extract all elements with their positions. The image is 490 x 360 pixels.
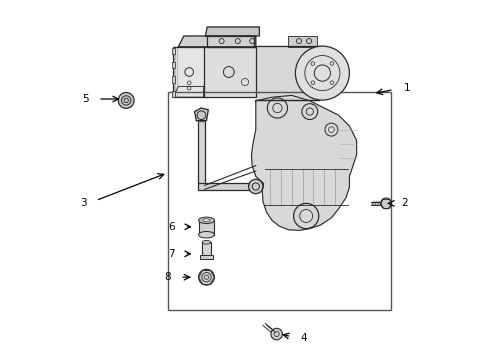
- Ellipse shape: [198, 217, 215, 224]
- Ellipse shape: [198, 231, 215, 238]
- Ellipse shape: [202, 240, 211, 244]
- Circle shape: [271, 328, 282, 340]
- Text: 7: 7: [168, 249, 175, 259]
- Circle shape: [198, 269, 215, 285]
- Text: 5: 5: [82, 94, 88, 104]
- Polygon shape: [173, 86, 204, 97]
- Circle shape: [118, 93, 134, 108]
- Bar: [204, 47, 256, 97]
- Circle shape: [295, 46, 349, 100]
- Text: 2: 2: [402, 198, 408, 208]
- Ellipse shape: [203, 219, 210, 222]
- Circle shape: [248, 179, 263, 194]
- Bar: [172, 48, 175, 54]
- Text: 6: 6: [168, 222, 175, 232]
- Text: 8: 8: [164, 272, 171, 282]
- Bar: [172, 76, 175, 83]
- Bar: [198, 121, 205, 184]
- Polygon shape: [205, 27, 259, 36]
- Bar: [198, 183, 256, 190]
- Circle shape: [381, 198, 392, 209]
- Bar: [288, 36, 317, 47]
- Bar: [207, 36, 254, 47]
- Polygon shape: [195, 108, 208, 121]
- Bar: [200, 255, 213, 259]
- Polygon shape: [251, 95, 357, 230]
- Text: 3: 3: [80, 198, 87, 208]
- Bar: [198, 220, 215, 235]
- Bar: [172, 91, 175, 97]
- Text: 4: 4: [301, 333, 307, 343]
- Text: 1: 1: [403, 83, 410, 93]
- Ellipse shape: [314, 48, 321, 99]
- Polygon shape: [178, 36, 256, 47]
- Bar: [172, 62, 175, 68]
- Bar: [168, 92, 391, 310]
- Bar: [173, 47, 207, 97]
- Bar: [202, 242, 211, 257]
